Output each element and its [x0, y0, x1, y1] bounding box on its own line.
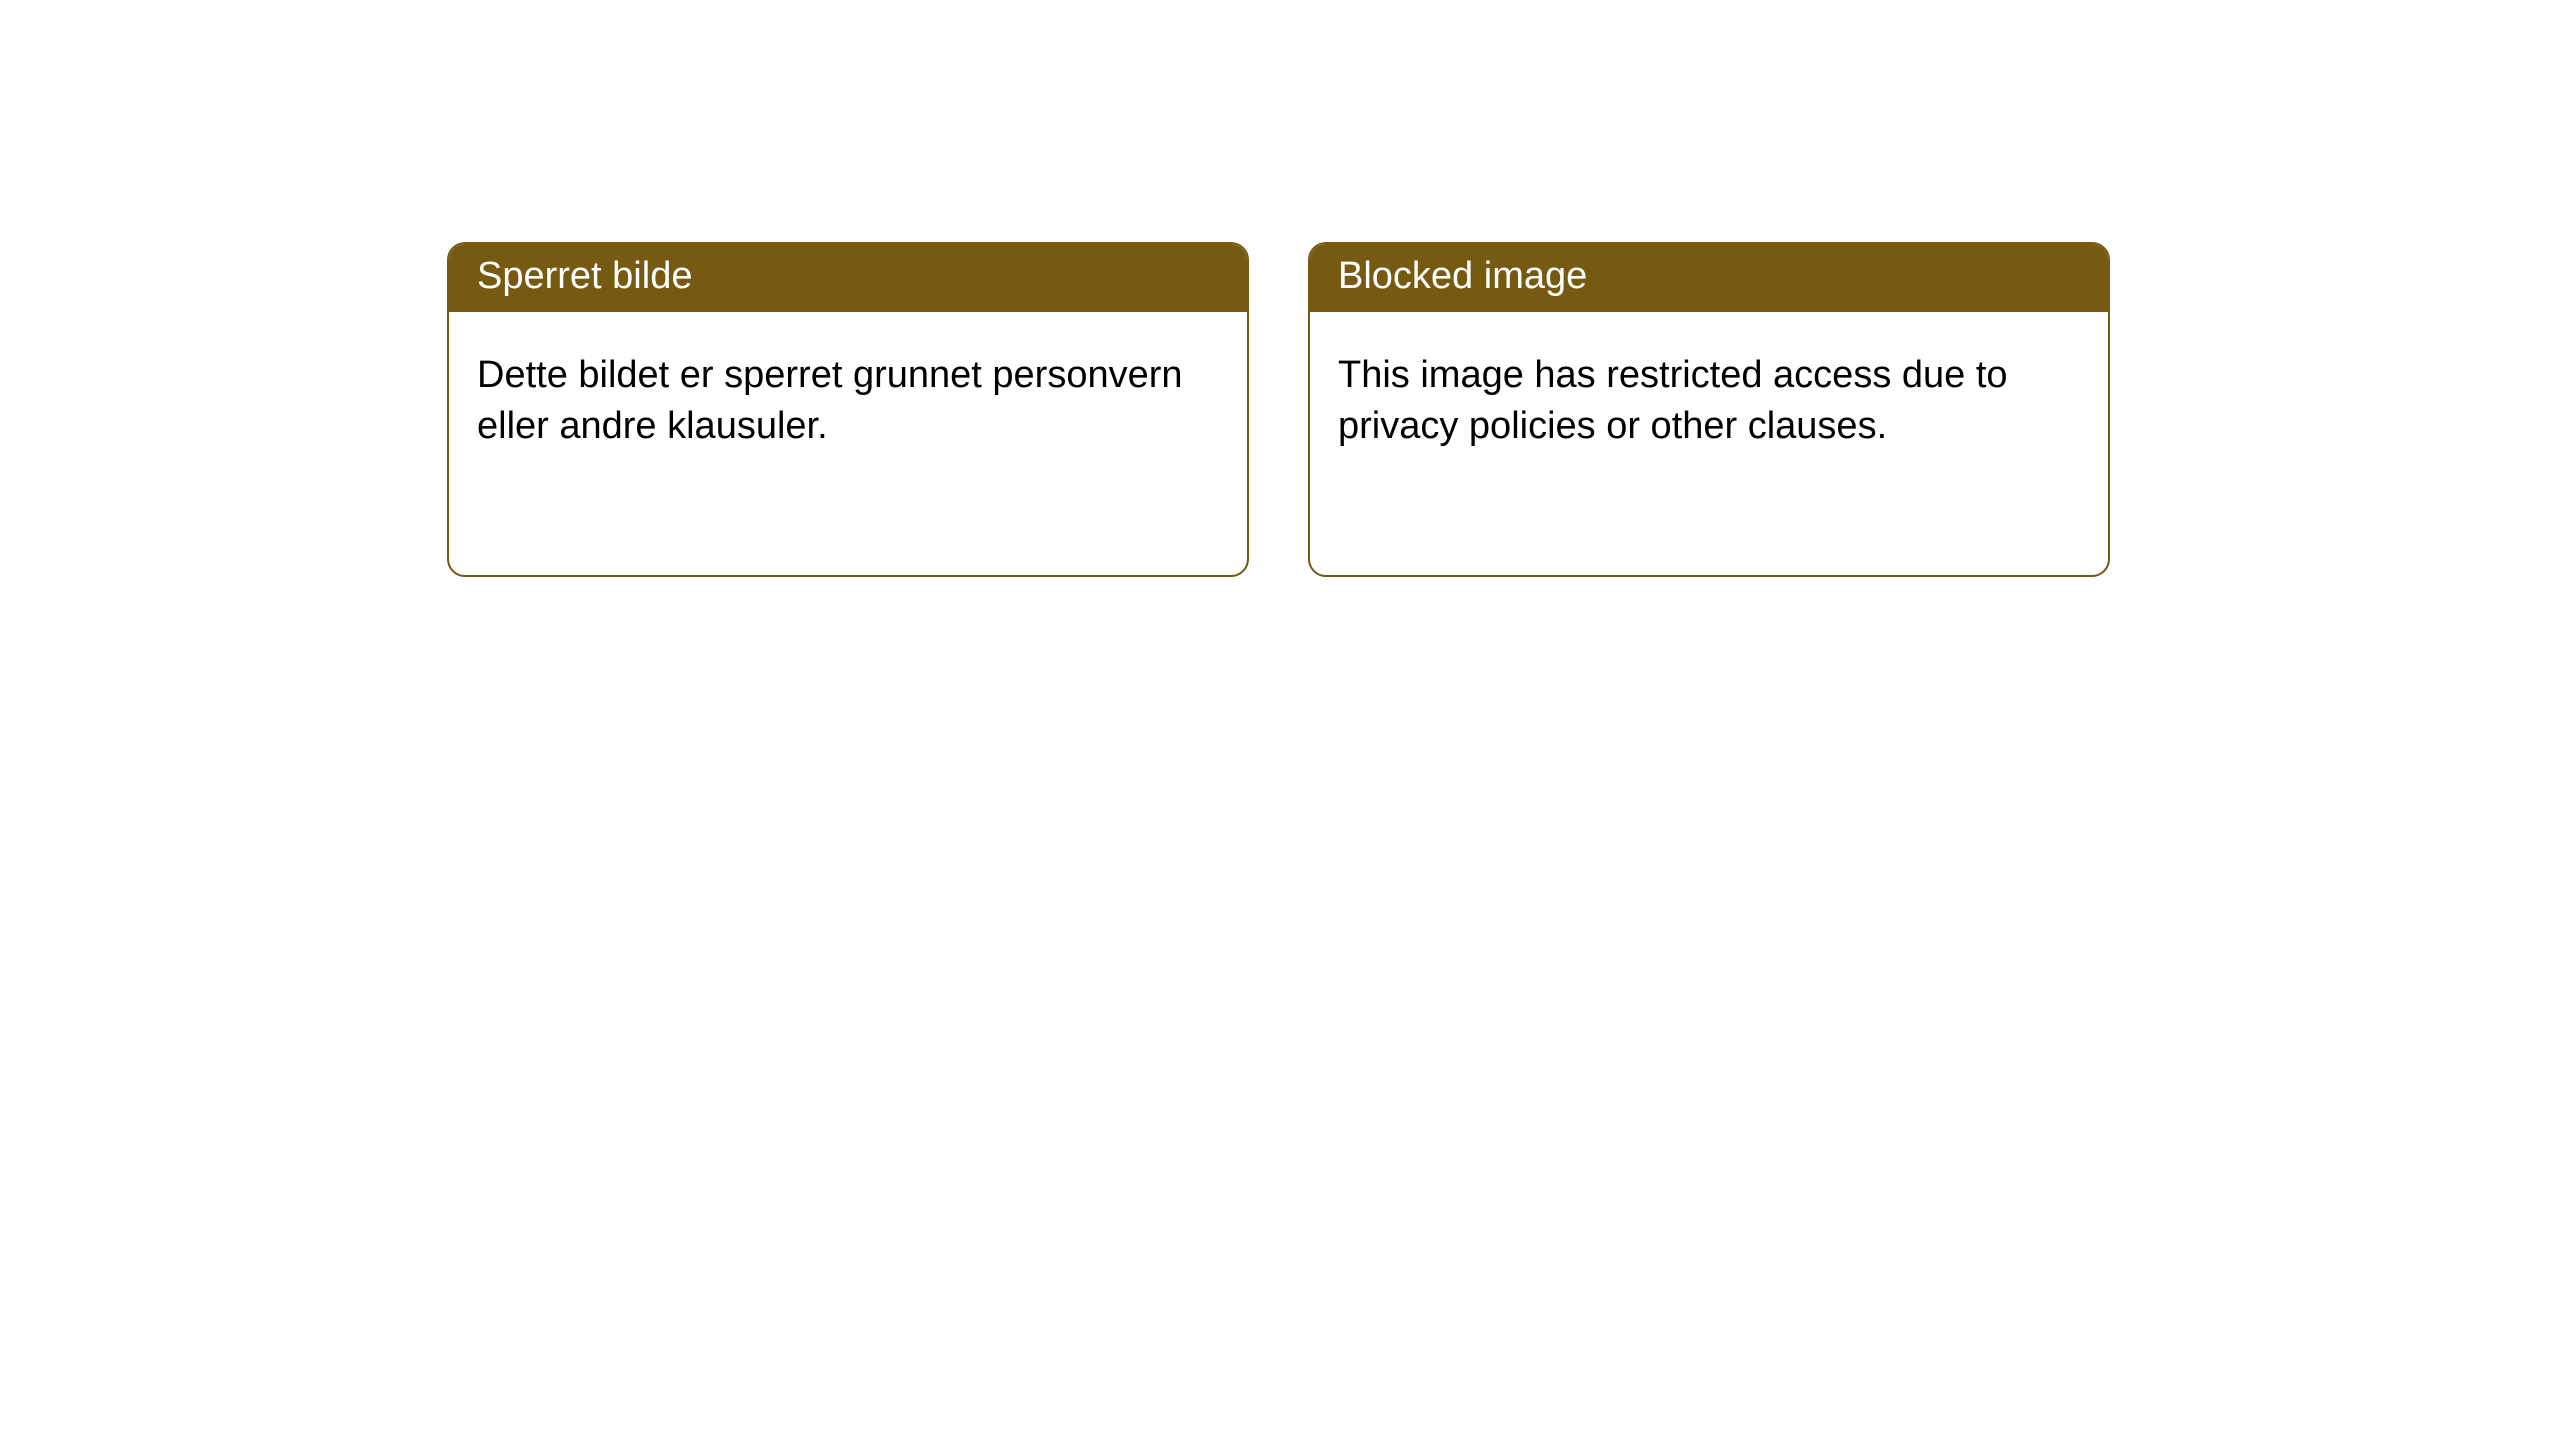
card-title: Sperret bilde: [449, 244, 1247, 312]
card-body: This image has restricted access due to …: [1310, 312, 2108, 491]
notice-cards-container: Sperret bilde Dette bildet er sperret gr…: [447, 242, 2560, 577]
notice-card-norwegian: Sperret bilde Dette bildet er sperret gr…: [447, 242, 1249, 577]
notice-card-english: Blocked image This image has restricted …: [1308, 242, 2110, 577]
card-title: Blocked image: [1310, 244, 2108, 312]
card-body: Dette bildet er sperret grunnet personve…: [449, 312, 1247, 491]
